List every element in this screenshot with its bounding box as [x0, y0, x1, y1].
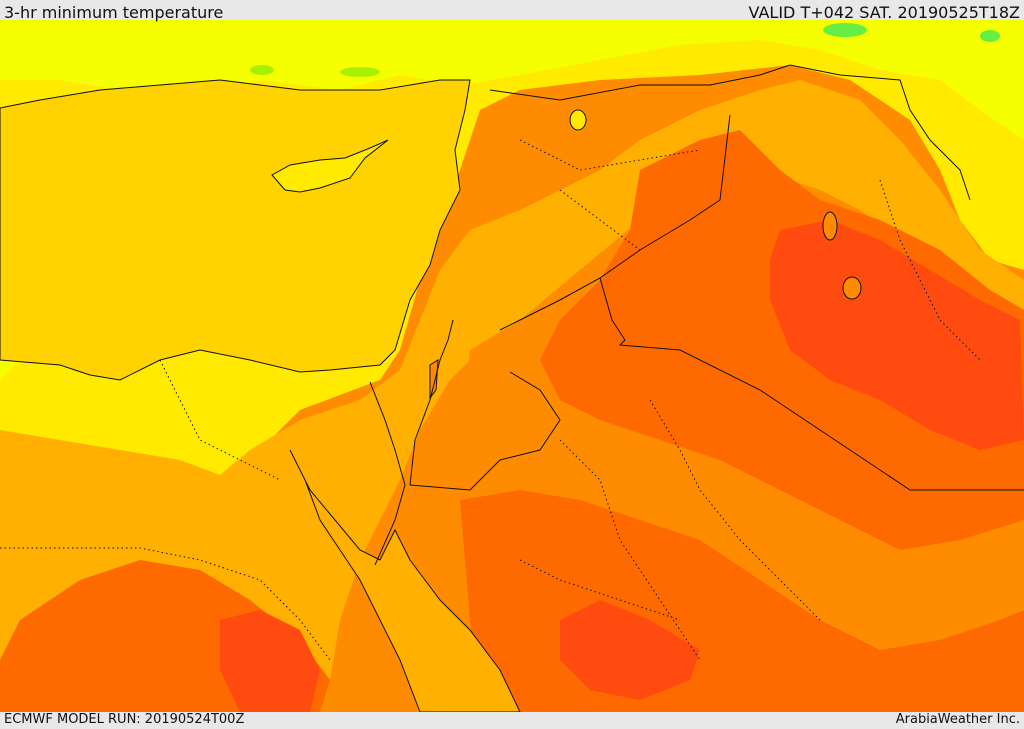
model-run-label: ECMWF MODEL RUN: 20190524T00Z — [4, 712, 245, 727]
north-light-edge — [0, 20, 1024, 140]
temperature-map — [0, 20, 1024, 712]
amber-band — [0, 80, 1024, 712]
dark-orange-east — [540, 130, 1024, 550]
red-sea — [289, 449, 521, 712]
lake-2 — [842, 276, 862, 300]
hot-core-sw — [220, 610, 320, 712]
lake-1 — [822, 211, 838, 241]
credit-label: ArabiaWeather Inc. — [895, 712, 1020, 727]
map-title: 3-hr minimum temperature — [4, 3, 224, 22]
cool-spot-2 — [980, 30, 1000, 42]
cool-spot-3 — [340, 67, 380, 77]
mediterranean-sea — [0, 79, 471, 381]
cool-spot-4 — [250, 65, 274, 75]
country-borders — [369, 64, 1024, 566]
hot-core-iraq — [770, 220, 1024, 450]
hot-core-south — [560, 600, 700, 700]
internal-boundaries — [0, 139, 981, 661]
dead-sea — [429, 359, 439, 400]
cool-spot-1 — [823, 23, 867, 37]
lake-3 — [569, 109, 587, 131]
cyprus-island — [271, 139, 389, 193]
valid-time-label: VALID T+042 SAT. 20190525T18Z — [748, 3, 1020, 22]
